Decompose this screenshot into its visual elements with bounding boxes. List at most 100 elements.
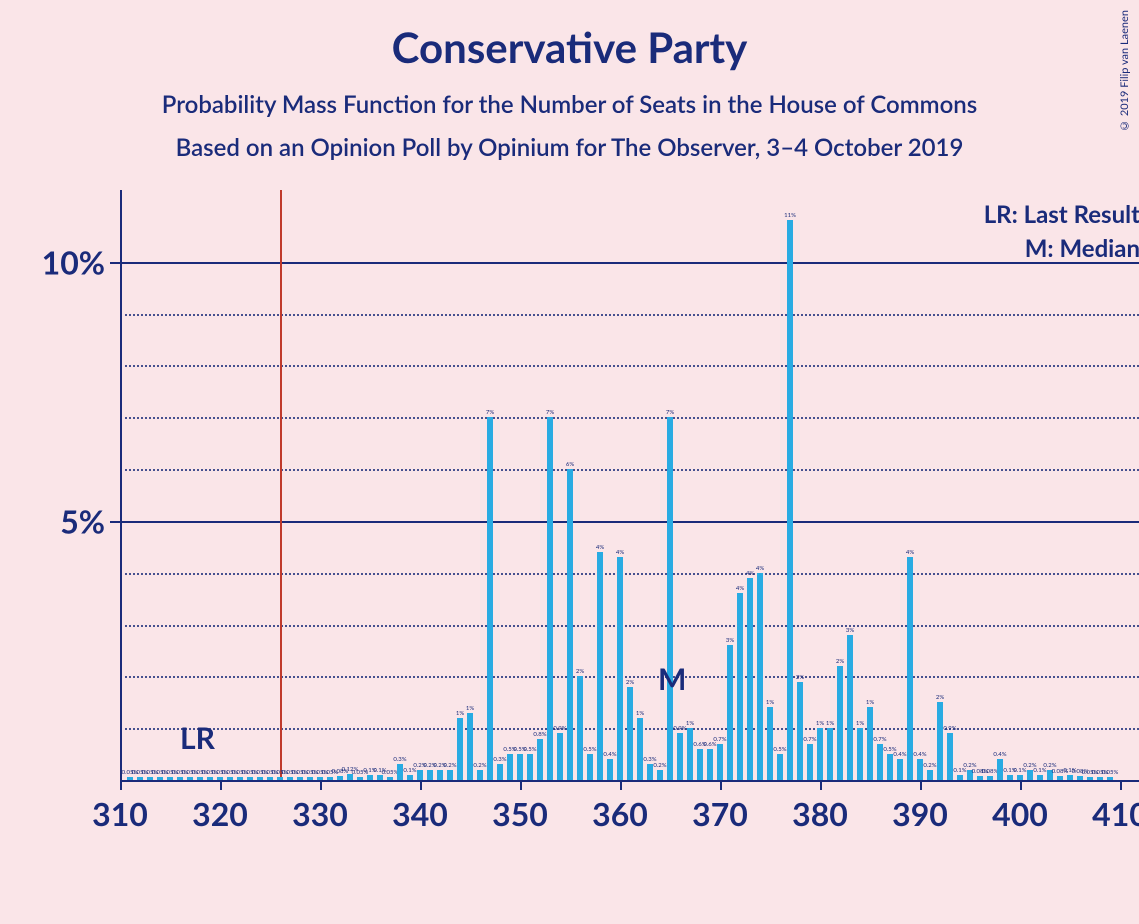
bar: [1027, 770, 1033, 780]
bar-value-label: 0.08%: [982, 768, 999, 775]
bar: [717, 744, 723, 780]
bar-value-label: 7%: [546, 409, 554, 416]
bar: [567, 469, 573, 780]
gridline-major: [120, 521, 1139, 523]
bar: [477, 770, 483, 780]
bar-value-label: 1%: [826, 720, 834, 727]
last-result-line: [280, 190, 282, 780]
bar: [207, 777, 213, 780]
bar: [877, 744, 883, 780]
bar-value-label: 0.2%: [443, 762, 456, 769]
bar: [1087, 777, 1093, 780]
bar: [1057, 776, 1063, 780]
bar-value-label: 1%: [816, 720, 824, 727]
gridline-minor: [120, 417, 1139, 419]
legend-median: M: Median: [890, 234, 1139, 263]
lr-marker-label: LR: [180, 720, 215, 756]
x-tick: [420, 780, 422, 790]
bar: [557, 733, 563, 780]
bar: [1067, 775, 1073, 780]
bar: [617, 557, 623, 780]
x-tick-label: 340: [392, 794, 448, 833]
bar: [227, 777, 233, 780]
bar-value-label: 0.9%: [553, 725, 566, 732]
bar-value-label: 0.7%: [873, 736, 886, 743]
bar-value-label: 4%: [736, 585, 744, 592]
bar-value-label: 0.2%: [653, 762, 666, 769]
bar-value-label: 1%: [856, 720, 864, 727]
bar: [167, 777, 173, 780]
bar: [327, 777, 333, 780]
bar: [367, 775, 373, 780]
bar-value-label: 6%: [566, 461, 574, 468]
bar: [997, 759, 1003, 780]
x-tick-label: 370: [692, 794, 748, 833]
bar: [487, 417, 493, 780]
bar: [457, 718, 463, 780]
bar: [737, 593, 743, 780]
bar: [987, 776, 993, 780]
x-axis: [120, 780, 1139, 782]
gridline-minor: [120, 625, 1139, 627]
bar-value-label: 0.05%: [1102, 769, 1119, 776]
bar: [627, 687, 633, 780]
x-tick: [120, 780, 122, 790]
bar: [907, 557, 913, 780]
chart-plot-area: 5%10%0.05%0.05%0.05%0.05%0.05%0.05%0.05%…: [120, 210, 1139, 840]
bar: [827, 728, 833, 780]
bar: [857, 728, 863, 780]
bar: [887, 754, 893, 780]
bar-value-label: 1%: [466, 705, 474, 712]
bar-value-label: 0.2%: [473, 762, 486, 769]
bar: [277, 777, 283, 780]
bar: [667, 417, 673, 780]
bar: [957, 775, 963, 780]
bar: [297, 777, 303, 780]
x-tick: [920, 780, 922, 790]
bar: [837, 666, 843, 780]
bar-value-label: 1%: [686, 720, 694, 727]
bar-value-label: 7%: [666, 409, 674, 416]
bar: [257, 777, 263, 780]
bar: [467, 713, 473, 780]
bar: [577, 676, 583, 780]
bar: [697, 749, 703, 780]
bar-value-label: 2%: [836, 658, 844, 665]
bar: [1077, 776, 1083, 780]
y-tick-label: 10%: [20, 242, 105, 281]
bar-value-label: 1%: [766, 699, 774, 706]
bar: [177, 777, 183, 780]
bar: [507, 754, 513, 780]
bar-value-label: 0.9%: [943, 725, 956, 732]
bar: [1007, 775, 1013, 780]
bar: [707, 749, 713, 780]
bar: [977, 776, 983, 780]
bar-value-label: 11%: [784, 212, 796, 219]
bar: [777, 754, 783, 780]
gridline-minor: [120, 365, 1139, 367]
bar-value-label: 4%: [616, 549, 624, 556]
y-tick-label: 5%: [20, 501, 105, 540]
bar-value-label: 0.4%: [913, 751, 926, 758]
x-tick-label: 360: [592, 794, 648, 833]
bar: [237, 777, 243, 780]
legend-lr: LR: Last Result: [890, 200, 1139, 229]
bar: [287, 777, 293, 780]
bar: [937, 702, 943, 780]
copyright-text: © 2019 Filip van Laenen: [1118, 10, 1131, 132]
bar-value-label: 0.5%: [523, 746, 536, 753]
bar-value-label: 0.05%: [382, 769, 399, 776]
x-tick: [220, 780, 222, 790]
bar: [497, 764, 503, 780]
bar-value-label: 4%: [746, 570, 754, 577]
bar: [1107, 777, 1113, 780]
bar: [747, 578, 753, 780]
bar-value-label: 0.2%: [923, 762, 936, 769]
bar: [637, 718, 643, 780]
bar-value-label: 4%: [906, 549, 914, 556]
bar: [437, 770, 443, 780]
bar: [407, 775, 413, 780]
chart-title: Conservative Party: [0, 0, 1139, 72]
bar: [607, 759, 613, 780]
bar: [527, 754, 533, 780]
